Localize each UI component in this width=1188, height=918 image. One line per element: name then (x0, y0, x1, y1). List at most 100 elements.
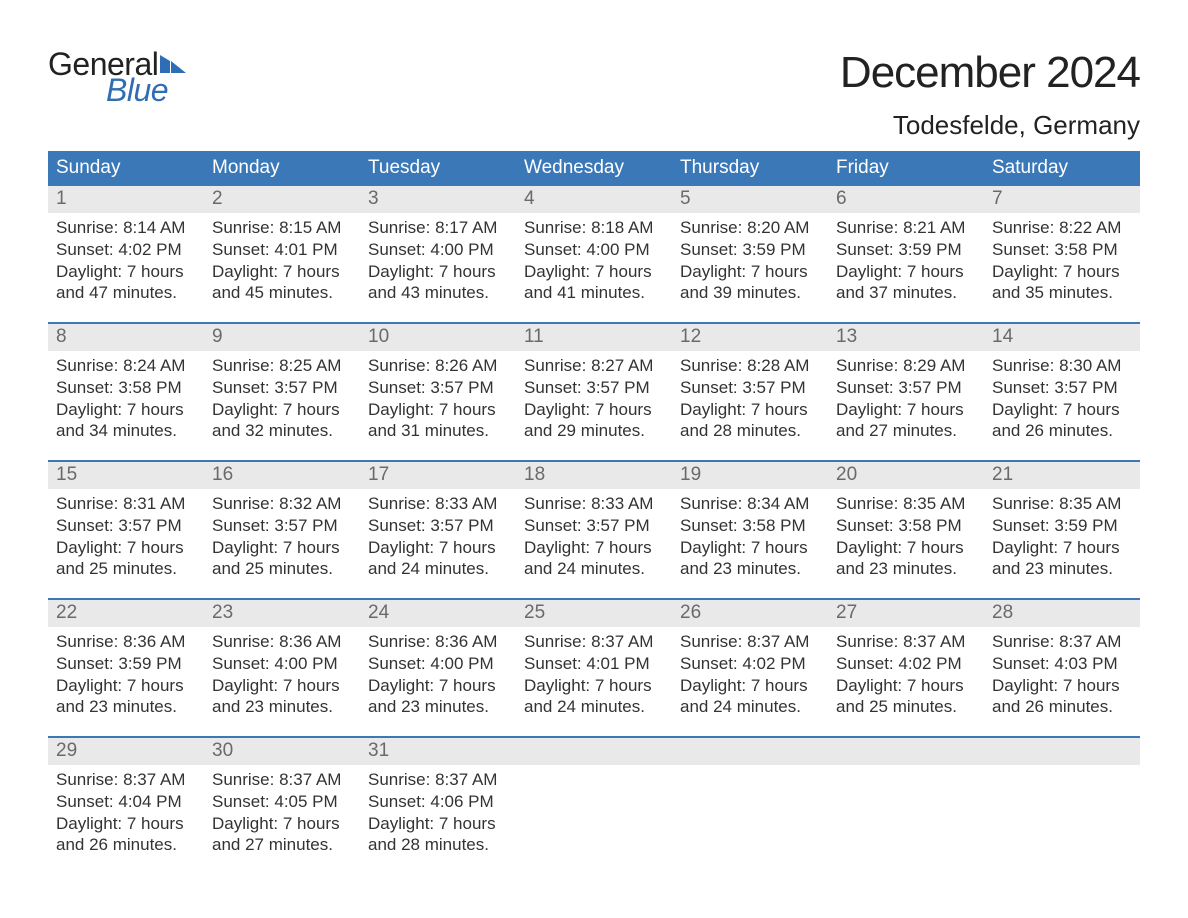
day-sunrise: Sunrise: 8:37 AM (368, 769, 508, 791)
day-number-row: 29 (48, 738, 204, 765)
day-body: Sunrise: 8:35 AMSunset: 3:59 PMDaylight:… (984, 489, 1140, 580)
day-number-row: 30 (204, 738, 360, 765)
day-body: Sunrise: 8:26 AMSunset: 3:57 PMDaylight:… (360, 351, 516, 442)
day-d1: Daylight: 7 hours (212, 675, 352, 697)
day-d1: Daylight: 7 hours (56, 399, 196, 421)
day-sunrise: Sunrise: 8:37 AM (56, 769, 196, 791)
day-number: 17 (368, 464, 389, 485)
day-sunset: Sunset: 4:04 PM (56, 791, 196, 813)
day-body: Sunrise: 8:32 AMSunset: 3:57 PMDaylight:… (204, 489, 360, 580)
day-sunrise: Sunrise: 8:36 AM (212, 631, 352, 653)
day-number-row: 22 (48, 600, 204, 627)
day-body: Sunrise: 8:37 AMSunset: 4:04 PMDaylight:… (48, 765, 204, 856)
day-body: Sunrise: 8:20 AMSunset: 3:59 PMDaylight:… (672, 213, 828, 304)
day-sunset: Sunset: 4:06 PM (368, 791, 508, 813)
day-d2: and 23 minutes. (836, 558, 976, 580)
day-number-row: 9 (204, 324, 360, 351)
day-d2: and 31 minutes. (368, 420, 508, 442)
calendar-week: 29Sunrise: 8:37 AMSunset: 4:04 PMDayligh… (48, 736, 1140, 858)
day-body: Sunrise: 8:27 AMSunset: 3:57 PMDaylight:… (516, 351, 672, 442)
calendar-day: 27Sunrise: 8:37 AMSunset: 4:02 PMDayligh… (828, 600, 984, 720)
day-number-row: 10 (360, 324, 516, 351)
day-number-row: 31 (360, 738, 516, 765)
day-sunset: Sunset: 3:57 PM (836, 377, 976, 399)
day-number: 16 (212, 464, 233, 485)
weekday-header: Thursday (672, 151, 828, 186)
day-d1: Daylight: 7 hours (836, 537, 976, 559)
weekday-header: Saturday (984, 151, 1140, 186)
day-sunset: Sunset: 3:57 PM (212, 377, 352, 399)
day-d1: Daylight: 7 hours (524, 537, 664, 559)
day-number-row: 16 (204, 462, 360, 489)
day-number-row: 11 (516, 324, 672, 351)
day-d2: and 43 minutes. (368, 282, 508, 304)
calendar-day (828, 738, 984, 858)
day-number-row: 24 (360, 600, 516, 627)
day-d1: Daylight: 7 hours (56, 675, 196, 697)
weekday-header: Tuesday (360, 151, 516, 186)
day-number: 1 (56, 188, 67, 209)
day-body: Sunrise: 8:37 AMSunset: 4:01 PMDaylight:… (516, 627, 672, 718)
day-body: Sunrise: 8:31 AMSunset: 3:57 PMDaylight:… (48, 489, 204, 580)
day-sunset: Sunset: 3:57 PM (524, 377, 664, 399)
day-body: Sunrise: 8:34 AMSunset: 3:58 PMDaylight:… (672, 489, 828, 580)
month-title: December 2024 (840, 48, 1140, 98)
day-number-row: 13 (828, 324, 984, 351)
day-d2: and 28 minutes. (368, 834, 508, 856)
day-number-row: 25 (516, 600, 672, 627)
day-d1: Daylight: 7 hours (56, 813, 196, 835)
calendar-day (672, 738, 828, 858)
day-d1: Daylight: 7 hours (836, 675, 976, 697)
day-number: 19 (680, 464, 701, 485)
calendar-week: 22Sunrise: 8:36 AMSunset: 3:59 PMDayligh… (48, 598, 1140, 720)
day-number: 28 (992, 602, 1013, 623)
calendar-week: 15Sunrise: 8:31 AMSunset: 3:57 PMDayligh… (48, 460, 1140, 582)
day-number-row: 28 (984, 600, 1140, 627)
day-d1: Daylight: 7 hours (836, 399, 976, 421)
day-sunrise: Sunrise: 8:18 AM (524, 217, 664, 239)
day-d1: Daylight: 7 hours (212, 261, 352, 283)
day-d1: Daylight: 7 hours (56, 537, 196, 559)
calendar-day: 19 Sunrise: 8:34 AMSunset: 3:58 PMDayligh… (672, 462, 828, 582)
calendar-day: 13Sunrise: 8:29 AMSunset: 3:57 PMDayligh… (828, 324, 984, 444)
day-sunset: Sunset: 3:59 PM (56, 653, 196, 675)
calendar-week: 1 Sunrise: 8:14 AMSunset: 4:02 PMDaylight… (48, 186, 1140, 306)
day-d2: and 29 minutes. (524, 420, 664, 442)
day-d2: and 23 minutes. (56, 696, 196, 718)
header: General Blue December 2024 Todesfelde, G… (48, 48, 1140, 141)
day-sunrise: Sunrise: 8:20 AM (680, 217, 820, 239)
calendar-day: 10Sunrise: 8:26 AMSunset: 3:57 PMDayligh… (360, 324, 516, 444)
day-body: Sunrise: 8:36 AMSunset: 3:59 PMDaylight:… (48, 627, 204, 718)
day-number: 30 (212, 740, 233, 761)
day-sunrise: Sunrise: 8:35 AM (992, 493, 1132, 515)
day-number: 20 (836, 464, 857, 485)
calendar-day: 23Sunrise: 8:36 AMSunset: 4:00 PMDayligh… (204, 600, 360, 720)
day-d2: and 26 minutes. (56, 834, 196, 856)
calendar-day: 6Sunrise: 8:21 AMSunset: 3:59 PMDaylight… (828, 186, 984, 306)
day-number-row: 5 (672, 186, 828, 213)
day-d2: and 26 minutes. (992, 696, 1132, 718)
day-number-row (828, 738, 984, 765)
day-number: 29 (56, 740, 77, 761)
day-d1: Daylight: 7 hours (524, 675, 664, 697)
day-number-row: 2 (204, 186, 360, 213)
day-number: 18 (524, 464, 545, 485)
day-body: Sunrise: 8:14 AMSunset: 4:02 PMDaylight:… (48, 213, 204, 304)
weekday-header: Monday (204, 151, 360, 186)
day-number: 3 (368, 188, 379, 209)
calendar-day: 17Sunrise: 8:33 AMSunset: 3:57 PMDayligh… (360, 462, 516, 582)
day-d1: Daylight: 7 hours (368, 399, 508, 421)
day-d1: Daylight: 7 hours (680, 261, 820, 283)
day-body: Sunrise: 8:37 AMSunset: 4:03 PMDaylight:… (984, 627, 1140, 718)
calendar-day: 2Sunrise: 8:15 AMSunset: 4:01 PMDaylight… (204, 186, 360, 306)
day-number-row: 19 (672, 462, 828, 489)
title-block: December 2024 Todesfelde, Germany (840, 48, 1140, 141)
calendar-week: 8Sunrise: 8:24 AMSunset: 3:58 PMDaylight… (48, 322, 1140, 444)
day-number: 31 (368, 740, 389, 761)
day-number-row: 21 (984, 462, 1140, 489)
day-number: 4 (524, 188, 535, 209)
day-body (984, 765, 1140, 769)
day-number-row: 20 (828, 462, 984, 489)
calendar-day: 8Sunrise: 8:24 AMSunset: 3:58 PMDaylight… (48, 324, 204, 444)
day-sunset: Sunset: 3:57 PM (680, 377, 820, 399)
